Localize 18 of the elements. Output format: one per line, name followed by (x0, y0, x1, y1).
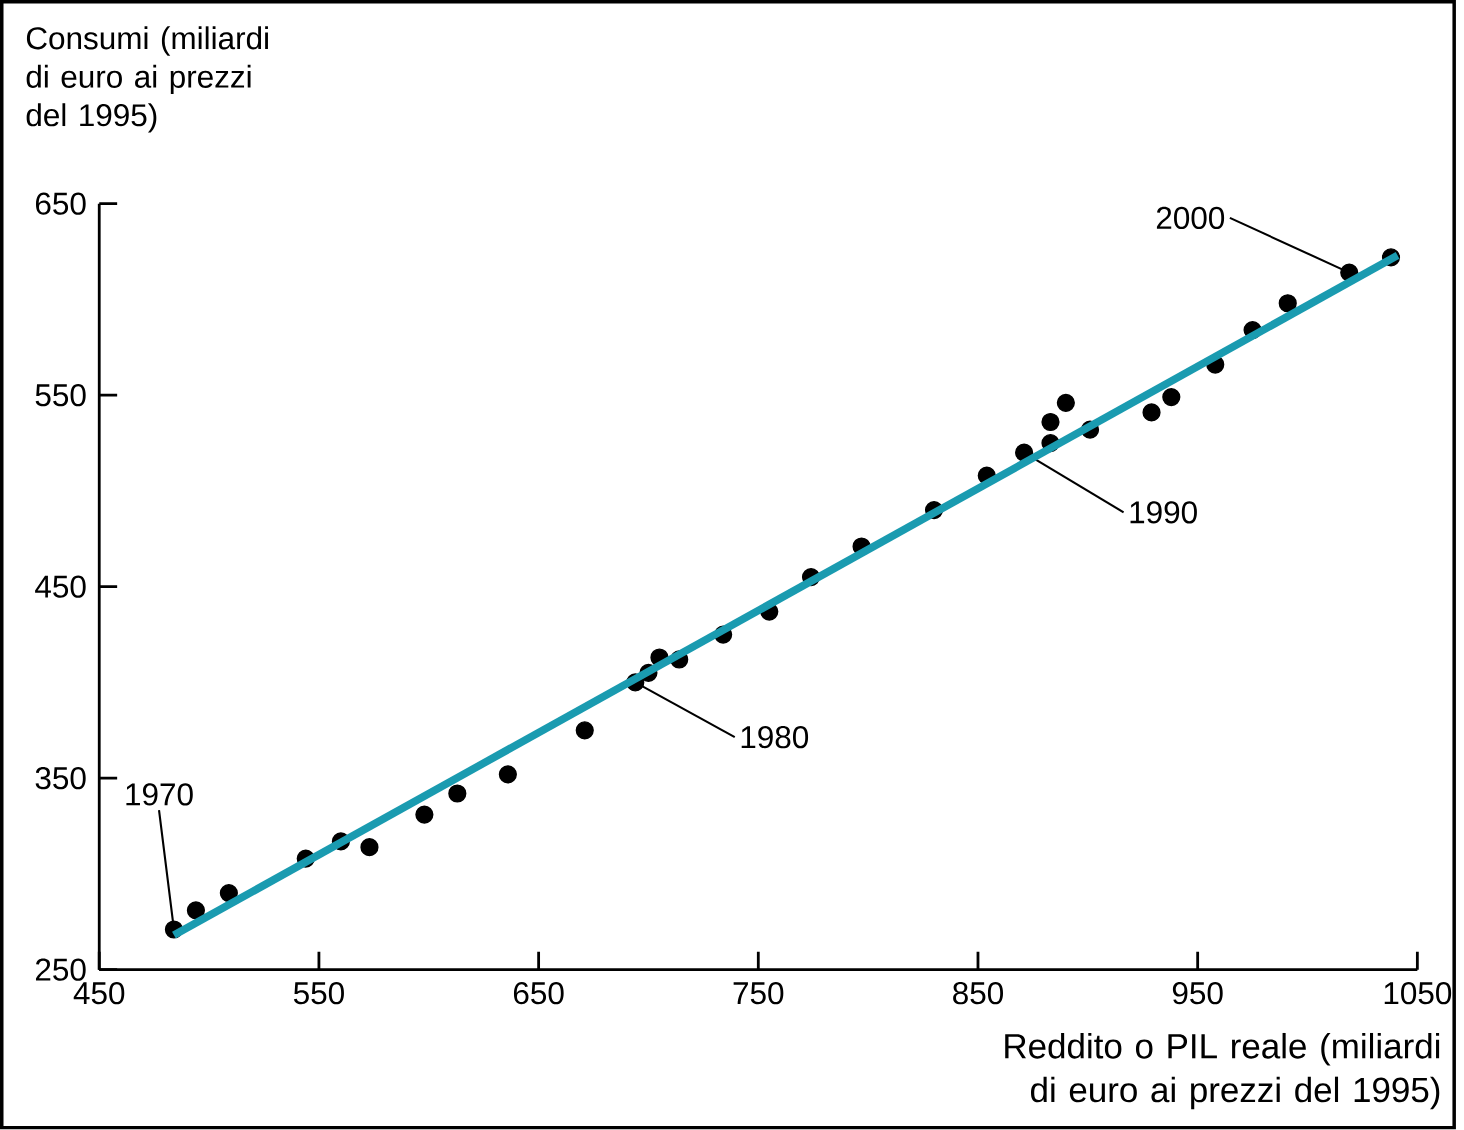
y-axis-title: Consumi (miliardi di euro ai prezzi del 1995) (26, 26, 268, 133)
y-tick-label: 550 (35, 384, 86, 407)
annotation: 2000 (1156, 206, 1225, 230)
y-tick-label: 250 (35, 958, 86, 982)
annotation: 1970 (126, 783, 193, 806)
x-tick-label: 850 (953, 982, 1004, 1005)
x-tick-label: 1050 (1384, 982, 1452, 1005)
y-tick-label: 350 (35, 767, 86, 790)
x-tick-label: 450 (73, 982, 125, 1005)
x-tick-label: 550 (293, 982, 344, 1005)
annotation: 1990 (1130, 501, 1197, 524)
x-axis-title: Reddito o PIL reale (miliardi di euro ai prezzi del 1995) (1005, 1033, 1440, 1110)
x-tick-label: 950 (1172, 982, 1223, 1005)
y-tick-label: 450 (35, 575, 86, 599)
x-tick-label: 750 (733, 982, 784, 1005)
x-tick-label: 650 (513, 982, 564, 1005)
annotation: 1980 (741, 726, 809, 749)
y-tick-label: 650 (35, 192, 86, 216)
